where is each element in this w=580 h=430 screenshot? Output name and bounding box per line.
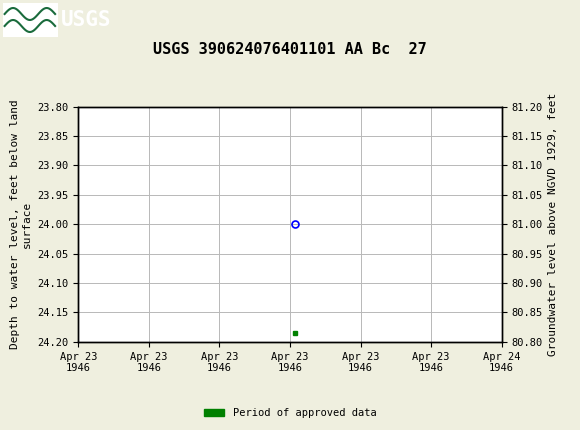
Text: USGS: USGS bbox=[61, 10, 111, 30]
Legend: Period of approved data: Period of approved data bbox=[200, 404, 380, 423]
Text: USGS 390624076401101 AA Bc  27: USGS 390624076401101 AA Bc 27 bbox=[153, 42, 427, 57]
Y-axis label: Groundwater level above NGVD 1929, feet: Groundwater level above NGVD 1929, feet bbox=[548, 92, 558, 356]
Y-axis label: Depth to water level, feet below land
surface: Depth to water level, feet below land su… bbox=[10, 99, 32, 349]
Bar bbox=[3, 3, 58, 37]
